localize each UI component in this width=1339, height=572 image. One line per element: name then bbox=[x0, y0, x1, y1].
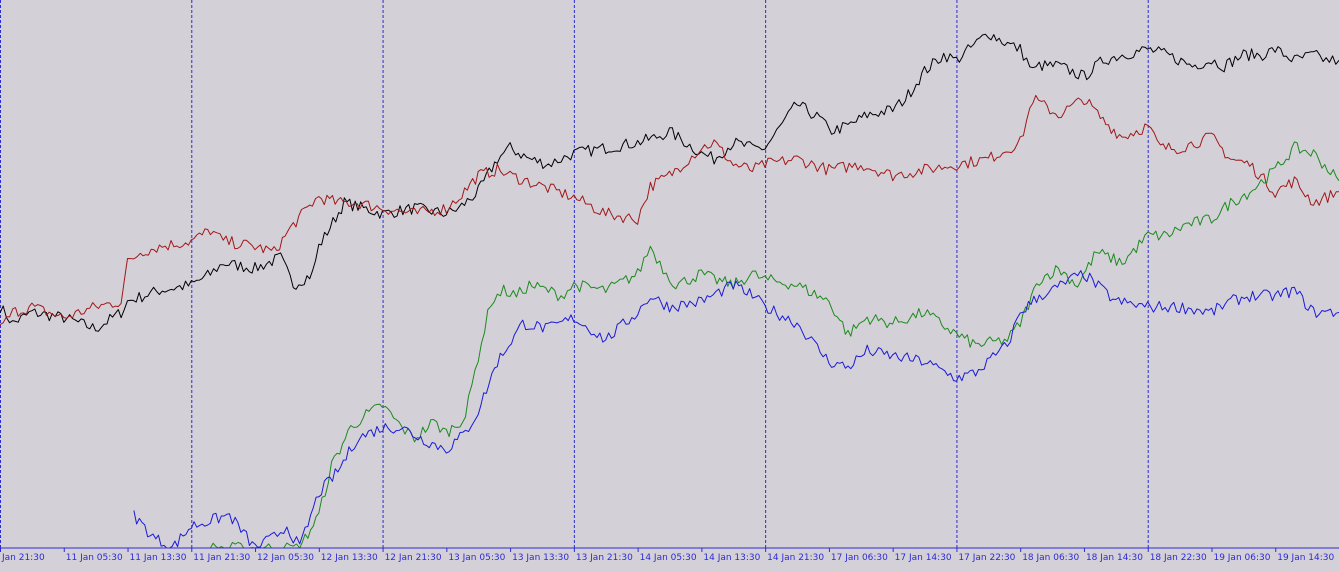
series-line-2 bbox=[209, 141, 1339, 549]
x-tick-label: 11 Jan 21:30 bbox=[193, 553, 250, 563]
x-tick-label: 18 Jan 22:30 bbox=[1150, 553, 1207, 563]
series-line-1 bbox=[0, 94, 1339, 326]
series-line-3 bbox=[133, 270, 1339, 549]
x-tick-label: 12 Jan 21:30 bbox=[385, 553, 442, 563]
x-tick-label: 13 Jan 21:30 bbox=[576, 553, 633, 563]
x-tick-label: 11 Jan 13:30 bbox=[130, 553, 187, 563]
x-axis-ticks: Jan 21:30 11 Jan 05:30 11 Jan 13:30 11 Jan … bbox=[0, 548, 1334, 563]
series-line-0 bbox=[0, 33, 1339, 332]
x-tick-label: 12 Jan 05:30 bbox=[257, 553, 314, 563]
x-tick-label: 14 Jan 21:30 bbox=[767, 553, 824, 563]
series-lines bbox=[0, 33, 1339, 549]
x-tick-label: 17 Jan 06:30 bbox=[831, 553, 888, 563]
x-tick-label: 14 Jan 05:30 bbox=[640, 553, 697, 563]
x-tick-label: 17 Jan 14:30 bbox=[895, 553, 952, 563]
x-tick-label: Jan 21:30 bbox=[1, 553, 45, 563]
x-tick-label: 13 Jan 05:30 bbox=[448, 553, 505, 563]
x-tick-label: 19 Jan 14:30 bbox=[1277, 553, 1334, 563]
x-tick-label: 17 Jan 22:30 bbox=[958, 553, 1015, 563]
plot-background bbox=[0, 0, 1339, 548]
x-tick-label: 13 Jan 13:30 bbox=[512, 553, 569, 563]
session-gridlines bbox=[0, 0, 1149, 548]
x-tick-label: 12 Jan 13:30 bbox=[321, 553, 378, 563]
x-tick-label: 19 Jan 06:30 bbox=[1213, 553, 1270, 563]
x-tick-label: 11 Jan 05:30 bbox=[66, 553, 123, 563]
x-tick-label: 18 Jan 14:30 bbox=[1086, 553, 1143, 563]
x-tick-label: 14 Jan 13:30 bbox=[703, 553, 760, 563]
x-tick-label: 18 Jan 06:30 bbox=[1022, 553, 1079, 563]
